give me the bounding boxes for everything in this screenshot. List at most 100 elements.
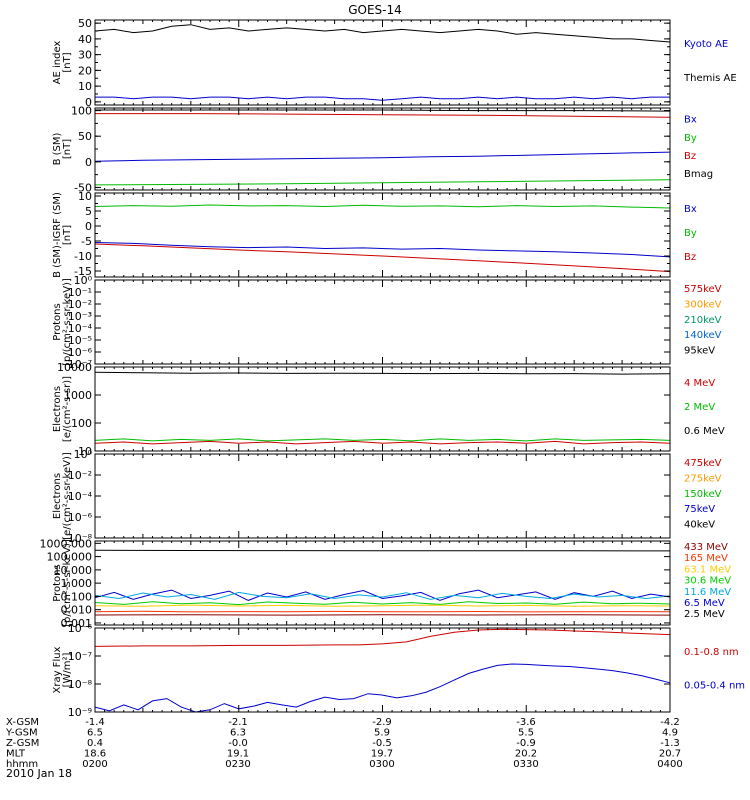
y-tick-label: 10⁻² [68,298,92,311]
legend-entry: 275keV [684,473,722,484]
y-tick-label: 1000 [64,389,92,402]
legend-entry: 4 MeV [684,378,715,389]
date-label: 2010 Jan 18 [6,767,72,780]
y-axis-title: [nT] [62,52,73,72]
y-axis-title: Protons [52,564,63,601]
y-tick-label: 0.100 [61,590,93,603]
y-tick-label: 10⁻⁸ [68,678,93,691]
footer-value: -1.3 [660,738,680,749]
legend-entry: By [684,228,697,239]
plot-frame [94,107,671,191]
series-line-3 [94,440,671,445]
legend-entry: 475keV [684,458,722,469]
panel-5: 10 100 1000 10000 Electrons [e/(cm²-s-sr)] 4 M… [52,361,725,458]
panel-3: -15 -10 -5 0 5 10 B (SM)-IGRF (SM) [nT] Bx By Bz [52,190,697,278]
footer-value: -0.0 [228,738,248,749]
footer-value: -4.2 [660,717,680,728]
footer-value: 20.7 [659,749,681,760]
y-tick-label: 10⁻⁶ [68,511,93,524]
legend-entry: 2.5 MeV [684,609,725,620]
plot-frame [94,627,671,713]
legend-entry: Bz [684,151,696,162]
series-line-2 [94,438,671,442]
y-tick-label: 0.001 [61,617,93,630]
y-tick-label: 10⁻² [68,469,92,482]
legend-entry: Bx [684,115,697,126]
legend-entry: 63.1 MeV [684,564,731,575]
y-axis-title: [e/(cm²-s-sr)] [62,376,73,442]
y-tick-label: 10⁻³ [68,310,92,323]
y-axis-title: [nT] [62,225,73,245]
legend-entry: Bx [684,204,697,215]
footer-value: 0300 [369,759,394,770]
y-axis-title: [p/(cm²-s-sr-keV)] [62,278,73,366]
legend-entry: 2 MeV [684,402,715,413]
y-tick-label: 10⁻¹ [68,286,92,299]
y-axis-title: Xray Flux [52,646,63,693]
footer-value: -0.5 [372,738,392,749]
y-tick-label: 10⁻⁴ [68,490,93,503]
footer-value: -0.9 [516,738,536,749]
y-tick-label: 50 [78,130,92,143]
series-line-6 [94,610,671,613]
footer-value: 19.1 [227,749,249,760]
y-tick-label: 1000.000 [40,537,93,550]
y-tick-label: 10⁻⁵ [68,334,92,347]
footer-value: 0.4 [87,738,103,749]
y-tick-label: 100.000 [47,551,93,564]
y-tick-label: 10⁻⁴ [68,322,93,335]
y-axis-title: [p/(cm²-s-sr-keV)] [62,539,73,627]
footer-value: -2.1 [228,717,248,728]
y-tick-label: 30 [78,49,92,62]
series-line-3 [94,591,671,600]
y-axis-title: [e/(cm²-s-sr-keV)] [62,452,73,540]
y-tick-label: 100 [71,417,92,430]
legend-entry: Bz [684,252,696,263]
footer-value: 5.9 [374,728,390,739]
y-tick-label: 10⁻⁷ [68,358,92,371]
series-line-4 [94,179,671,186]
legend-entry: By [684,133,697,144]
plot-frame [94,279,671,365]
y-tick-label: 0.010 [61,604,93,617]
panel-8: 10⁻⁶ 10⁻⁷ 10⁻⁸ 10⁻⁹ Xray Flux [W/m²] 0.1-0.8 n… [52,622,745,719]
y-axis-title: Protons [52,303,63,340]
footer-value: 5.5 [518,728,534,739]
footer-value: 0200 [82,759,107,770]
footer-value: 4.9 [662,728,678,739]
y-tick-label: 50 [78,17,92,30]
y-tick-label: 0 [85,220,92,233]
footer-value: 20.2 [515,749,537,760]
footer-value: -2.9 [372,717,392,728]
footer-row-label: hhmm [6,759,38,770]
legend-entry: Bmag [684,169,713,180]
y-tick-label: -50 [74,181,92,194]
y-tick-label: 0 [85,156,92,169]
plot-frame [94,453,671,539]
y-tick-label: -10 [74,250,92,263]
footer-value: 0400 [657,759,682,770]
legend-entry: 165 MeV [684,553,728,564]
y-tick-label: 10⁰ [74,274,93,287]
series-line-1 [94,628,671,647]
y-tick-label: 1.000 [61,577,93,590]
plot-frame [94,19,671,106]
legend-entry: 300keV [684,299,722,310]
series-line-4 [94,601,671,606]
footer-row-label: X-GSM [6,717,39,728]
y-tick-label: -5 [81,235,92,248]
legend-entry: 433 MeV [684,542,728,553]
series-line-2 [94,242,671,258]
legend-entry: 0.6 MeV [684,426,725,437]
figure-title: GOES-14 [348,3,402,17]
y-tick-label: 100 [71,105,92,118]
y-tick-label: 10⁻⁷ [68,650,92,663]
y-tick-label: 10 [78,190,92,203]
legend-entry: 95keV [684,345,715,356]
legend-entry: 40keV [684,519,715,530]
footer-value: 18.6 [84,749,106,760]
footer-row-label: Y-GSM [5,728,38,739]
legend-entry: 0.1-0.8 nm [684,647,739,658]
